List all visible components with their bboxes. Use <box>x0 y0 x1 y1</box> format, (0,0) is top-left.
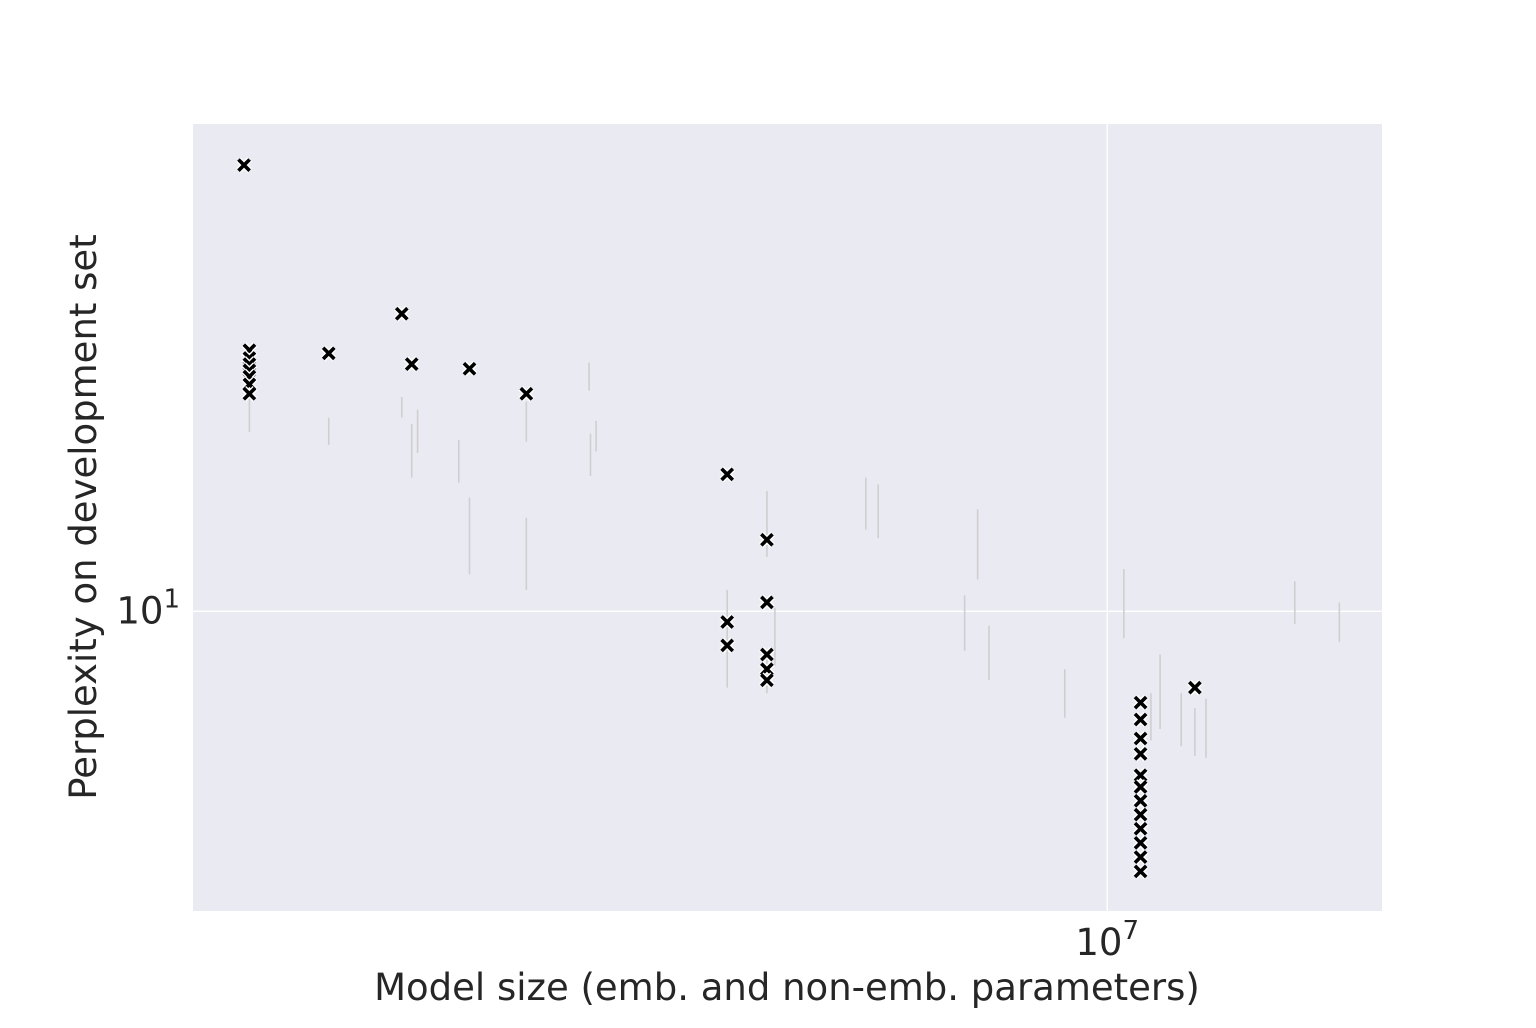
x-marker <box>719 466 736 483</box>
x-marker <box>1132 792 1149 809</box>
x-marker <box>759 672 775 689</box>
x-marker <box>1132 711 1149 728</box>
plot-area <box>193 124 1382 911</box>
x-marker <box>1132 863 1149 880</box>
x-marker <box>1132 730 1149 747</box>
x-marker <box>403 356 420 372</box>
x-tick-exponent: 7 <box>1122 916 1139 946</box>
x-marker <box>759 646 775 663</box>
grid-lines <box>193 124 1382 911</box>
x-marker <box>518 385 535 402</box>
x-marker <box>1132 806 1149 823</box>
y-tick-label: 101 <box>116 584 180 632</box>
x-tick-label: 107 <box>1075 916 1139 964</box>
x-marker <box>320 345 337 362</box>
x-marker <box>1132 746 1149 762</box>
x-marker <box>759 531 775 548</box>
x-marker <box>1132 820 1149 837</box>
x-marker <box>1132 694 1149 711</box>
x-axis-label: Model size (emb. and non-emb. parameters… <box>374 966 1200 1009</box>
x-marker <box>241 385 258 402</box>
y-tick-exponent: 1 <box>163 584 180 614</box>
x-marker <box>1187 679 1203 696</box>
data-points <box>236 157 1203 880</box>
y-axis-label: Perplexity on development set <box>62 234 105 799</box>
x-marker <box>1132 834 1149 851</box>
x-marker <box>1132 767 1149 784</box>
range-lines <box>248 362 1341 758</box>
x-marker <box>719 637 736 654</box>
x-marker <box>461 360 478 377</box>
x-marker <box>236 157 252 173</box>
x-marker <box>759 594 775 611</box>
x-marker <box>719 614 736 630</box>
x-marker <box>1132 779 1149 795</box>
x-marker <box>1132 849 1149 865</box>
x-marker <box>393 305 410 322</box>
